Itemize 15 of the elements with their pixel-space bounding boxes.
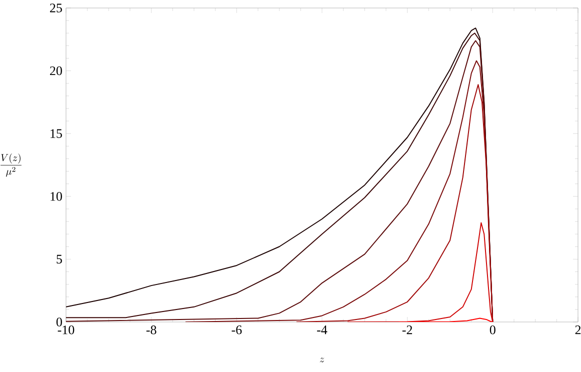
x-tick-label: -8 bbox=[146, 326, 156, 334]
y-tick-label: 5 bbox=[56, 254, 62, 264]
x-tick-label: -10 bbox=[58, 326, 74, 334]
x-tick-label: -2 bbox=[402, 326, 412, 334]
x-tick-label: 2 bbox=[575, 326, 581, 334]
y-tick-label: 10 bbox=[50, 192, 62, 201]
x-tick-label: -6 bbox=[232, 326, 242, 334]
x-axis-title: $z$ bbox=[320, 358, 324, 362]
y-tick-label: 20 bbox=[50, 66, 62, 76]
y-axis-title: $\frac{V(z)}{\mu^{2}}$ bbox=[0, 153, 22, 177]
x-tick-label: 0 bbox=[490, 326, 496, 334]
y-tick-label: 0 bbox=[56, 318, 62, 326]
y-tick-label: 25 bbox=[50, 4, 62, 12]
x-tick-label: -4 bbox=[317, 326, 328, 334]
y-tick-label: 15 bbox=[50, 129, 62, 138]
